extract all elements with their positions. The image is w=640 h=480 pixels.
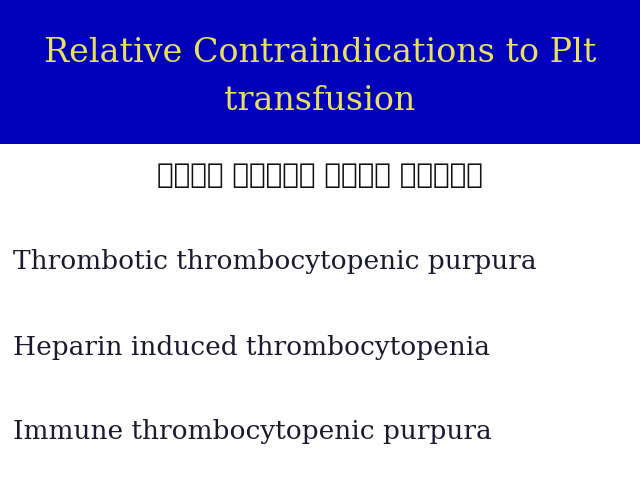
Text: transfusion: transfusion [225, 85, 415, 117]
Text: Immune thrombocytopenic purpura: Immune thrombocytopenic purpura [13, 420, 492, 444]
Text: Heparin induced thrombocytopenia: Heparin induced thrombocytopenia [13, 336, 490, 360]
Text: רצוי להמנע מלתת טסיות: רצוי להמנע מלתת טסיות [157, 162, 483, 189]
Text: Relative Contraindications to Plt: Relative Contraindications to Plt [44, 37, 596, 69]
Text: Thrombotic thrombocytopenic purpura: Thrombotic thrombocytopenic purpura [13, 249, 536, 274]
Bar [0, 0, 640, 144]
